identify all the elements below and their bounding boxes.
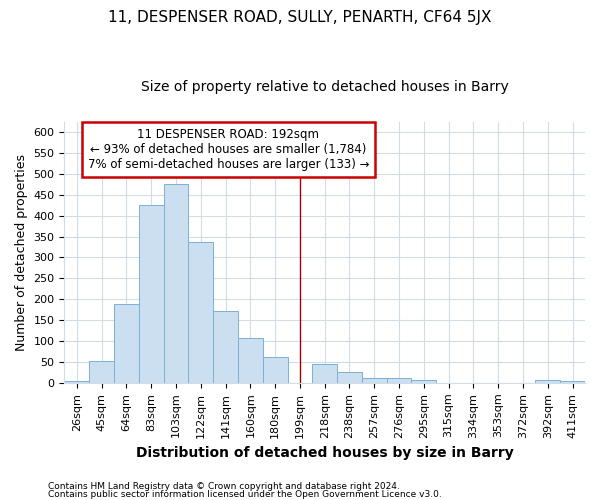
Text: 11 DESPENSER ROAD: 192sqm
← 93% of detached houses are smaller (1,784)
7% of sem: 11 DESPENSER ROAD: 192sqm ← 93% of detac… xyxy=(88,128,369,171)
Bar xyxy=(337,372,362,383)
Bar xyxy=(188,242,213,383)
Bar xyxy=(386,378,412,383)
Bar xyxy=(114,304,139,383)
Title: Size of property relative to detached houses in Barry: Size of property relative to detached ho… xyxy=(141,80,509,94)
Text: Contains HM Land Registry data © Crown copyright and database right 2024.: Contains HM Land Registry data © Crown c… xyxy=(48,482,400,491)
Bar xyxy=(560,382,585,383)
Bar xyxy=(263,357,287,383)
Bar xyxy=(139,205,164,383)
Bar xyxy=(313,364,337,383)
Text: 11, DESPENSER ROAD, SULLY, PENARTH, CF64 5JX: 11, DESPENSER ROAD, SULLY, PENARTH, CF64… xyxy=(108,10,492,25)
Bar xyxy=(362,378,386,383)
Text: Contains public sector information licensed under the Open Government Licence v3: Contains public sector information licen… xyxy=(48,490,442,499)
Bar xyxy=(412,380,436,383)
Bar xyxy=(89,361,114,383)
Y-axis label: Number of detached properties: Number of detached properties xyxy=(15,154,28,351)
Bar xyxy=(213,310,238,383)
Bar xyxy=(64,381,89,383)
Bar xyxy=(535,380,560,383)
Bar xyxy=(238,338,263,383)
X-axis label: Distribution of detached houses by size in Barry: Distribution of detached houses by size … xyxy=(136,446,514,460)
Bar xyxy=(164,184,188,383)
